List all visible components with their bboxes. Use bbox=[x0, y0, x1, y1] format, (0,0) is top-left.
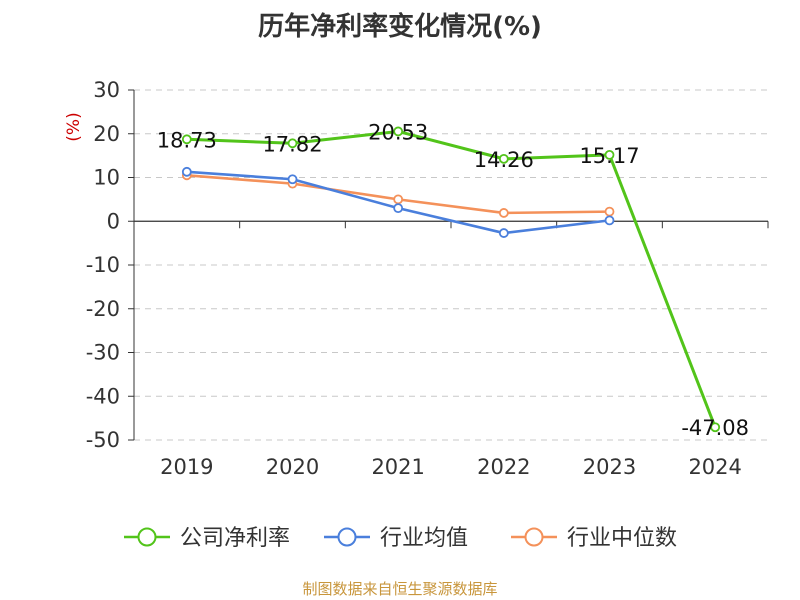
series-lines bbox=[185, 129, 717, 429]
legend-label: 行业均值 bbox=[380, 526, 468, 551]
data-point bbox=[181, 166, 192, 177]
data-label: 17.82 bbox=[262, 132, 322, 156]
source-note: 制图数据来自恒生聚源数据库 bbox=[302, 580, 497, 598]
data-point bbox=[287, 138, 298, 149]
chart-title: 历年净利率变化情况(%) bbox=[258, 11, 542, 42]
data-label: 15.17 bbox=[579, 144, 639, 168]
series-points bbox=[181, 126, 721, 433]
data-point bbox=[604, 215, 615, 226]
y-tick-label: 20 bbox=[93, 122, 120, 146]
y-tick-label: 0 bbox=[107, 209, 120, 233]
y-tick-label: 30 bbox=[93, 78, 120, 102]
y-tick-label: 10 bbox=[93, 166, 120, 190]
y-tick-label: -10 bbox=[86, 253, 120, 277]
data-point bbox=[393, 126, 404, 137]
legend-marker bbox=[137, 527, 157, 547]
data-point bbox=[181, 134, 192, 145]
series-line-0 bbox=[185, 129, 717, 429]
x-tick-label: 2023 bbox=[583, 455, 636, 479]
data-point bbox=[498, 153, 509, 164]
y-tick-label: -20 bbox=[86, 297, 120, 321]
legend-marker bbox=[524, 527, 544, 547]
data-labels: 18.73 17.82 20.53 14.26 15.17 -47.08 bbox=[157, 120, 749, 440]
legend-label: 公司净利率 bbox=[180, 526, 290, 551]
data-point bbox=[498, 228, 509, 238]
x-tick-labels: 2019 2020 2021 2022 2023 2024 bbox=[160, 455, 742, 479]
x-tick-label: 2022 bbox=[477, 455, 530, 479]
y-tick-labels: 30 20 10 0 -10 -20 -30 -40 -50 bbox=[86, 78, 120, 452]
data-point bbox=[498, 208, 509, 218]
y-tick-label: -30 bbox=[86, 341, 120, 365]
data-point bbox=[393, 194, 404, 205]
data-point bbox=[710, 422, 721, 433]
data-point bbox=[604, 206, 615, 217]
data-label: 20.53 bbox=[368, 120, 428, 144]
y-tick-label: -50 bbox=[86, 428, 120, 452]
legend-marker bbox=[337, 527, 357, 547]
x-tick-label: 2024 bbox=[688, 455, 741, 479]
x-tick-label: 2021 bbox=[371, 455, 424, 479]
gridlines bbox=[134, 89, 768, 441]
x-tick-label: 2020 bbox=[266, 455, 319, 479]
data-label: 18.73 bbox=[157, 128, 217, 152]
y-tick-label: -40 bbox=[86, 384, 120, 408]
legend: 公司净利率 行业均值 行业中位数 bbox=[124, 526, 677, 551]
data-point bbox=[604, 149, 615, 160]
x-tick-label: 2019 bbox=[160, 455, 213, 479]
data-label: 14.26 bbox=[474, 148, 534, 172]
legend-label: 行业中位数 bbox=[567, 526, 677, 551]
data-point bbox=[287, 174, 298, 185]
data-point bbox=[393, 203, 404, 214]
y-axis-unit: (%) bbox=[64, 112, 84, 141]
data-label: -47.08 bbox=[681, 416, 749, 440]
